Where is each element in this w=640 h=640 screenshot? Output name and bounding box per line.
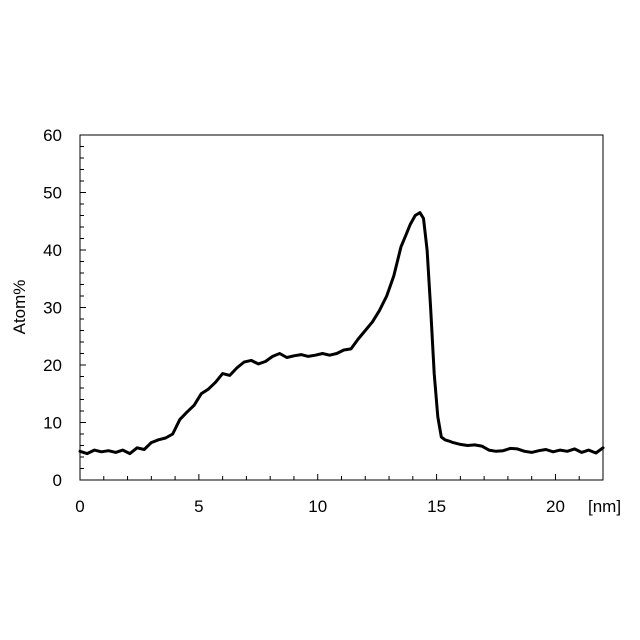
x-axis-label: [nm]	[588, 497, 621, 516]
y-tick-label: 40	[43, 241, 62, 260]
y-tick-label: 30	[43, 299, 62, 318]
plot-area	[80, 135, 603, 480]
y-axis-label: Atom%	[10, 280, 29, 335]
y-tick-label: 20	[43, 356, 62, 375]
x-tick-label: 0	[75, 497, 84, 516]
series-line	[80, 213, 603, 454]
x-tick-label: 15	[427, 497, 446, 516]
y-tick-label: 0	[53, 471, 62, 490]
x-tick-label: 20	[546, 497, 565, 516]
y-tick-label: 60	[43, 126, 62, 145]
y-tick-label: 50	[43, 184, 62, 203]
x-tick-label: 10	[308, 497, 327, 516]
y-tick-label: 10	[43, 414, 62, 433]
x-tick-label: 5	[194, 497, 203, 516]
